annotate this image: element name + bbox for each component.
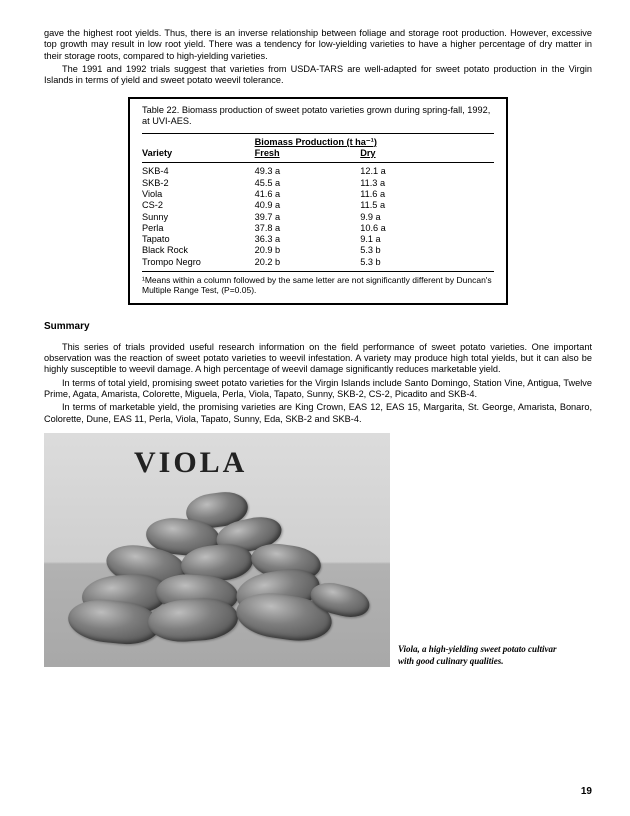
cell-fresh: 36.3 a [255,234,361,245]
table-row: Trompo Negro20.2 b5.3 b [142,257,494,268]
table-row: Viola41.6 a11.6 a [142,189,494,200]
summary-para-3: In terms of marketable yield, the promis… [44,402,592,425]
cell-fresh: 45.5 a [255,178,361,189]
cell-variety: Tapato [142,234,255,245]
table-row: CS-240.9 a11.5 a [142,200,494,211]
cell-dry: 9.9 a [360,212,494,223]
cell-variety: Black Rock [142,245,255,256]
table-row: SKB-449.3 a12.1 a [142,166,494,177]
cell-variety: SKB-2 [142,178,255,189]
summary-para-2: In terms of total yield, promising sweet… [44,378,592,401]
cell-dry: 11.3 a [360,178,494,189]
col-dry: Dry [360,148,494,159]
table-title: Table 22. Biomass production of sweet po… [142,105,494,127]
cell-fresh: 20.9 b [255,245,361,256]
table-22: Table 22. Biomass production of sweet po… [128,97,508,306]
cell-dry: 9.1 a [360,234,494,245]
intro-para-2: The 1991 and 1992 trials suggest that va… [44,64,592,87]
tuber-pile [86,497,346,637]
table-row: Black Rock20.9 b5.3 b [142,245,494,256]
cell-variety: Sunny [142,212,255,223]
col-group-biomass: Biomass Production (t ha⁻¹) [255,137,494,148]
figure-caption: Viola, a high-yielding sweet potato cult… [398,644,558,667]
biomass-table: Biomass Production (t ha⁻¹) Variety Fres… [142,137,494,160]
cell-fresh: 20.2 b [255,257,361,268]
cell-variety: CS-2 [142,200,255,211]
cell-variety: SKB-4 [142,166,255,177]
cell-dry: 5.3 b [360,245,494,256]
cell-dry: 5.3 b [360,257,494,268]
cell-variety: Perla [142,223,255,234]
figure-wrap: VIOLA Viola, a high-yielding sweet potat… [44,433,592,667]
rule-top [142,133,494,134]
page: gave the highest root yields. Thus, ther… [0,0,630,816]
cell-fresh: 40.9 a [255,200,361,211]
cell-dry: 11.6 a [360,189,494,200]
figure-label: VIOLA [134,445,247,482]
cell-variety: Trompo Negro [142,257,255,268]
summary-para-1: This series of trials provided useful re… [44,342,592,376]
biomass-table-body: SKB-449.3 a12.1 aSKB-245.5 a11.3 aViola4… [142,166,494,268]
cell-fresh: 37.8 a [255,223,361,234]
cell-dry: 11.5 a [360,200,494,211]
cell-fresh: 49.3 a [255,166,361,177]
rule-bot [142,271,494,272]
cell-fresh: 41.6 a [255,189,361,200]
summary-heading: Summary [44,321,592,333]
cell-variety: Viola [142,189,255,200]
table-row: Tapato36.3 a9.1 a [142,234,494,245]
cell-dry: 12.1 a [360,166,494,177]
intro-para-1: gave the highest root yields. Thus, ther… [44,28,592,62]
rule-mid [142,162,494,163]
table-footnote: ¹Means within a column followed by the s… [142,275,494,295]
table-row: Sunny39.7 a9.9 a [142,212,494,223]
table-row: SKB-245.5 a11.3 a [142,178,494,189]
figure-photo: VIOLA [44,433,390,667]
col-variety: Variety [142,148,255,159]
table-row: Perla37.8 a10.6 a [142,223,494,234]
page-number: 19 [581,786,592,798]
cell-dry: 10.6 a [360,223,494,234]
cell-fresh: 39.7 a [255,212,361,223]
col-fresh: Fresh [255,148,361,159]
